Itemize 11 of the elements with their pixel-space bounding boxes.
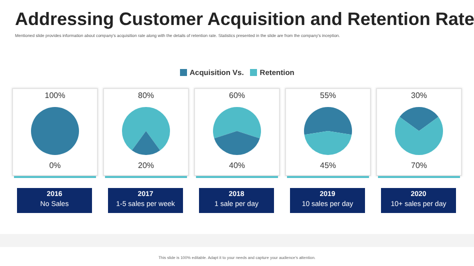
chart-title: Addressing Customer Acquisition and Retention Rate (15, 9, 474, 30)
data-label: 30% (410, 91, 428, 100)
data-label: 60% (228, 91, 246, 100)
data-label: 55% (320, 91, 336, 100)
text: 0% (49, 161, 61, 170)
data-label: 40% (228, 161, 246, 170)
data-label: 45% (320, 161, 336, 170)
data-label: 100% (44, 91, 66, 100)
data-label: 80% (138, 91, 154, 100)
data-label: 20% (138, 161, 154, 170)
data-label: 70% (410, 161, 428, 170)
